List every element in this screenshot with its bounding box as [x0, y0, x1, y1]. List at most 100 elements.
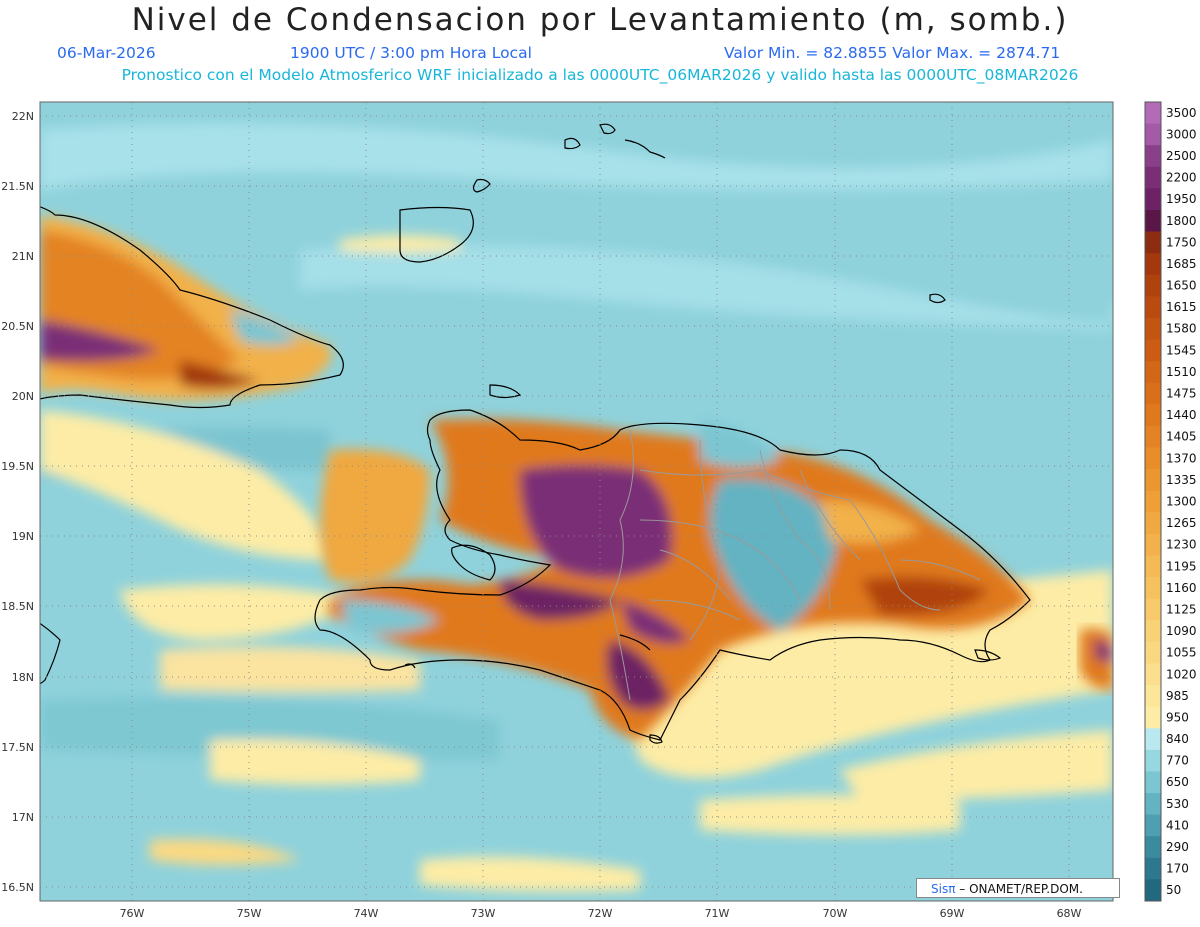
- colorbar-swatch: [1145, 814, 1161, 837]
- colorbar-label: 1370: [1166, 451, 1197, 465]
- colorbar-swatch: [1145, 793, 1161, 816]
- lat-label: 19N: [12, 530, 34, 543]
- colorbar-label: 1405: [1166, 430, 1197, 444]
- colorbar-label: 170: [1166, 862, 1189, 876]
- colorbar-swatch: [1145, 188, 1161, 211]
- lat-label: 19.5N: [1, 460, 34, 473]
- colorbar-label: 3500: [1166, 106, 1197, 120]
- colorbar-label: 985: [1166, 689, 1189, 703]
- colorbar-swatch: [1145, 771, 1161, 794]
- latitude-axis: 22N 21.5N 21N 20.5N 20N 19.5N 19N 18.5N …: [1, 110, 34, 894]
- lat-label: 17N: [12, 811, 34, 824]
- colorbar-label: 1615: [1166, 300, 1197, 314]
- field-layer: [40, 102, 1113, 901]
- colorbar-label: 3000: [1166, 127, 1197, 141]
- lat-label: 21.5N: [1, 180, 34, 193]
- colorbar-label: 1650: [1166, 279, 1197, 293]
- colorbar-swatch: [1145, 620, 1161, 643]
- colorbar-swatch: [1145, 533, 1161, 556]
- colorbar-swatch: [1145, 728, 1161, 751]
- colorbar-swatch: [1145, 425, 1161, 449]
- map-frame: [39, 101, 1114, 902]
- colorbar-label: 840: [1166, 732, 1189, 746]
- colorbar-swatch: [1145, 296, 1161, 319]
- colorbar-swatch: [1145, 749, 1161, 772]
- longitude-axis: 76W 75W 74W 73W 72W 71W 70W 69W 68W: [120, 907, 1082, 920]
- colorbar-swatch: [1145, 361, 1161, 384]
- colorbar-swatch: [1145, 490, 1161, 513]
- colorbar-swatch: [1145, 577, 1161, 600]
- lon-label: 69W: [940, 907, 965, 920]
- colorbar-swatch: [1145, 641, 1161, 664]
- colorbar-frame: [1144, 101, 1162, 902]
- colorbar-swatch: [1145, 231, 1161, 254]
- colorbar-label: 1020: [1166, 667, 1197, 681]
- colorbar-swatch: [1145, 857, 1161, 880]
- credit-text: – ONAMET/REP.DOM.: [955, 882, 1083, 896]
- colorbar-swatch: [1145, 274, 1161, 297]
- colorbar-swatch: [1145, 209, 1161, 233]
- colorbar-label: 770: [1166, 754, 1189, 768]
- forecast-time: 1900 UTC / 3:00 pm Hora Local: [290, 44, 532, 62]
- value-range: Valor Min. = 82.8855 Valor Max. = 2874.7…: [724, 44, 1061, 62]
- lat-label: 20N: [12, 390, 34, 403]
- colorbar-label: 1545: [1166, 343, 1197, 357]
- credit-box: Sisπ – ONAMET/REP.DOM.: [916, 878, 1120, 898]
- colorbar-label: 1300: [1166, 495, 1197, 509]
- colorbar-label: 2200: [1166, 171, 1197, 185]
- colorbar-label: 1475: [1166, 387, 1197, 401]
- model-description: Pronostico con el Modelo Atmosferico WRF…: [121, 66, 1079, 84]
- colorbar-label: 1580: [1166, 322, 1197, 336]
- colorbar-swatch: [1145, 102, 1161, 125]
- lat-label: 16.5N: [1, 881, 34, 894]
- colorbar-label: 530: [1166, 797, 1189, 811]
- lat-label: 22N: [12, 110, 34, 123]
- colorbar-label: 1125: [1166, 602, 1197, 616]
- colorbar-label: 1750: [1166, 235, 1197, 249]
- colorbar-label: 290: [1166, 840, 1189, 854]
- colorbar-swatch: [1145, 166, 1161, 189]
- colorbar-label: 1440: [1166, 408, 1197, 422]
- lat-label: 20.5N: [1, 320, 34, 333]
- colorbar-label: 1055: [1166, 646, 1197, 660]
- colorbar-swatch: [1145, 447, 1161, 470]
- colorbar-label: 950: [1166, 710, 1189, 724]
- colorbar-label: 1230: [1166, 538, 1197, 552]
- colorbar-swatch: [1145, 555, 1161, 578]
- colorbar-label: 1950: [1166, 192, 1197, 206]
- colorbar-swatch: [1145, 598, 1161, 621]
- lon-label: 76W: [120, 907, 145, 920]
- lon-label: 72W: [588, 907, 613, 920]
- colorbar-swatch: [1145, 382, 1161, 405]
- lat-label: 17.5N: [1, 741, 34, 754]
- colorbar-label: 1510: [1166, 365, 1197, 379]
- credit-brand: Sisπ: [931, 882, 956, 896]
- lon-label: 75W: [237, 907, 262, 920]
- lat-label: 21N: [12, 250, 34, 263]
- colorbar-label: 1685: [1166, 257, 1197, 271]
- colorbar-label: 650: [1166, 775, 1189, 789]
- colorbar-swatch: [1145, 404, 1161, 427]
- lat-label: 18N: [12, 671, 34, 684]
- colorbar-label: 1335: [1166, 473, 1197, 487]
- colorbar-swatch: [1145, 512, 1161, 535]
- colorbar-label: 2500: [1166, 149, 1197, 163]
- colorbar-swatch: [1145, 663, 1161, 686]
- colorbar-label: 1800: [1166, 214, 1197, 228]
- lon-label: 71W: [705, 907, 730, 920]
- colorbar-label: 1265: [1166, 516, 1197, 530]
- colorbar-swatch: [1145, 123, 1161, 146]
- colorbar-swatch: [1145, 879, 1161, 902]
- lon-label: 74W: [354, 907, 379, 920]
- colorbar: 3500 3000 2500 2200 1950 1800 1750 1685 1650 1615…: [1144, 101, 1197, 902]
- lon-label: 73W: [471, 907, 496, 920]
- province-boundaries: [609, 429, 981, 701]
- colorbar-swatch: [1145, 253, 1161, 276]
- colorbar-label: 50: [1166, 883, 1181, 897]
- colorbar-swatch: [1145, 836, 1161, 859]
- colorbar-label: 1160: [1166, 581, 1197, 595]
- colorbar-swatch: [1145, 339, 1161, 362]
- colorbar-swatch: [1145, 685, 1161, 708]
- coastlines: [40, 123, 1031, 744]
